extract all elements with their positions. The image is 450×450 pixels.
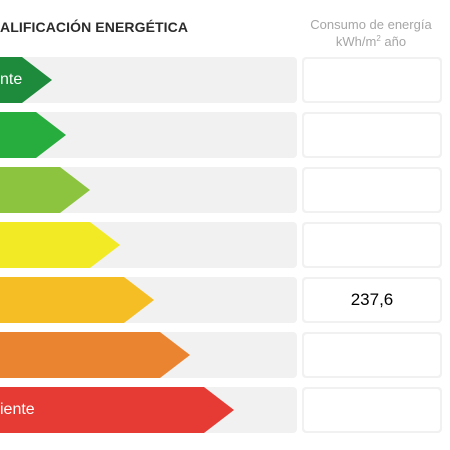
rating-arrow-shape <box>0 112 66 158</box>
consumption-value <box>304 334 440 376</box>
unit-base: kWh/m <box>335 34 377 49</box>
consumption-value <box>304 224 440 266</box>
consumption-value <box>304 389 440 431</box>
rating-arrow-shape <box>0 57 52 103</box>
rating-arrow <box>0 332 190 378</box>
consumption-value <box>304 114 440 156</box>
consumption-value <box>304 169 440 211</box>
consumption-cell <box>302 167 442 213</box>
consumption-cell <box>302 332 442 378</box>
consumption-value: 237,6 <box>304 279 440 321</box>
unit-exponent: 2 <box>376 34 381 43</box>
rating-arrow-shape <box>0 277 154 323</box>
unit-rest: año <box>380 34 407 49</box>
consumption-cell: 237,6 <box>302 277 442 323</box>
rating-arrow-shape <box>0 222 120 268</box>
consumption-cell <box>302 222 442 268</box>
consumption-cell <box>302 387 442 433</box>
rating-arrow <box>0 57 52 103</box>
rating-arrow-shape <box>0 167 90 213</box>
consumption-value <box>304 59 440 101</box>
rating-arrow-shape <box>0 332 190 378</box>
consumption-column-header: Consumo de energía kWh/m2 año <box>300 16 442 50</box>
consumption-header-unit: kWh/m2 año <box>300 33 442 50</box>
rating-arrow <box>0 222 120 268</box>
rating-label: nte <box>0 71 23 88</box>
rating-label: iente <box>0 401 35 418</box>
consumption-header-line1: Consumo de energía <box>310 17 432 32</box>
rating-arrow-shape <box>0 387 234 433</box>
consumption-cell <box>302 112 442 158</box>
consumption-cell <box>302 57 442 103</box>
rating-arrow <box>0 387 234 433</box>
rating-arrow <box>0 112 66 158</box>
rating-arrow <box>0 167 90 213</box>
rating-arrow <box>0 277 154 323</box>
page-title: ALIFICACIÓN ENERGÉTICA <box>0 19 189 35</box>
